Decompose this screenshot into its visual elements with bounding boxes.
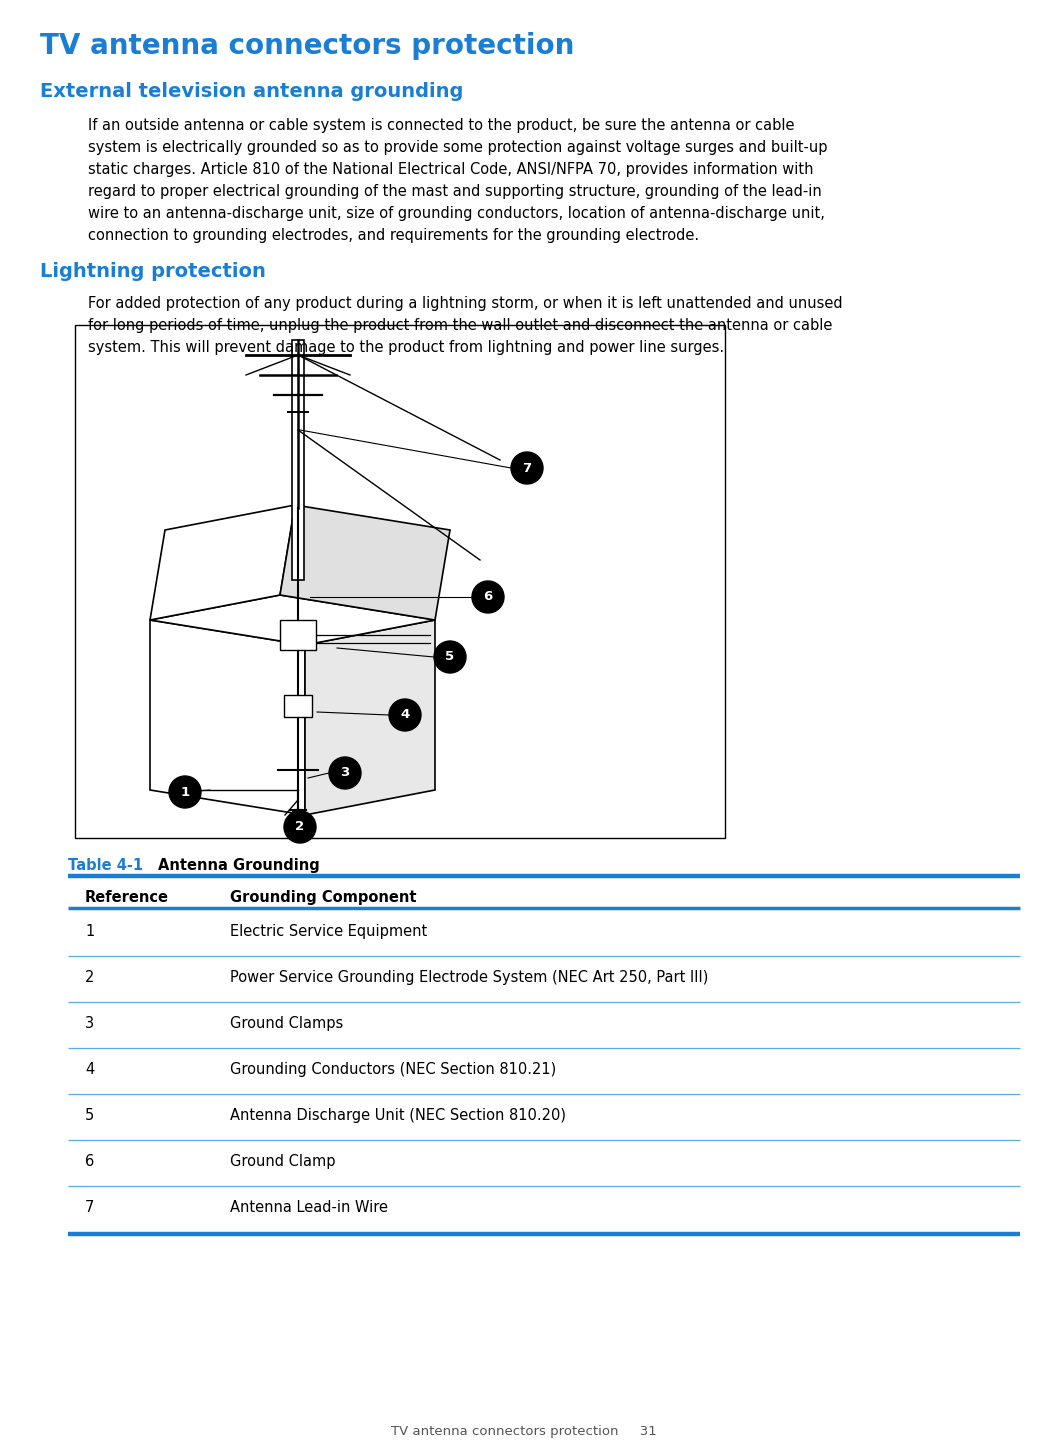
- Text: 3: 3: [341, 766, 350, 779]
- Text: Ground Clamps: Ground Clamps: [230, 1016, 344, 1030]
- Text: Reference: Reference: [85, 890, 169, 905]
- Text: TV antenna connectors protection     31: TV antenna connectors protection 31: [391, 1425, 657, 1438]
- Text: 3: 3: [85, 1016, 94, 1030]
- Text: 1: 1: [180, 786, 190, 799]
- Bar: [75, 325, 725, 838]
- Circle shape: [169, 776, 201, 808]
- Text: wire to an antenna-discharge unit, size of grounding conductors, location of ant: wire to an antenna-discharge unit, size …: [88, 207, 825, 221]
- Text: Electric Service Equipment: Electric Service Equipment: [230, 923, 428, 939]
- Polygon shape: [150, 504, 294, 620]
- Text: Antenna Grounding: Antenna Grounding: [158, 858, 320, 873]
- Text: connection to grounding electrodes, and requirements for the grounding electrode: connection to grounding electrodes, and …: [88, 228, 699, 243]
- Text: 6: 6: [483, 591, 493, 604]
- Text: Lightning protection: Lightning protection: [40, 262, 266, 280]
- Text: TV antenna connectors protection: TV antenna connectors protection: [40, 32, 574, 61]
- Text: 4: 4: [400, 708, 410, 721]
- Text: 2: 2: [85, 970, 94, 985]
- Text: 2: 2: [296, 821, 305, 834]
- Polygon shape: [284, 695, 312, 717]
- Polygon shape: [292, 340, 304, 579]
- Text: If an outside antenna or cable system is connected to the product, be sure the a: If an outside antenna or cable system is…: [88, 118, 794, 133]
- Polygon shape: [305, 620, 435, 815]
- Text: system. This will prevent damage to the product from lightning and power line su: system. This will prevent damage to the …: [88, 340, 724, 355]
- Text: static charges. Article 810 of the National Electrical Code, ANSI/NFPA 70, provi: static charges. Article 810 of the Natio…: [88, 162, 813, 176]
- Text: 5: 5: [445, 650, 455, 663]
- Text: For added protection of any product during a lightning storm, or when it is left: For added protection of any product duri…: [88, 296, 843, 311]
- Text: regard to proper electrical grounding of the mast and supporting structure, grou: regard to proper electrical grounding of…: [88, 184, 822, 199]
- Circle shape: [511, 452, 543, 484]
- Circle shape: [329, 757, 361, 789]
- Text: 7: 7: [523, 461, 531, 474]
- Text: Grounding Conductors (NEC Section 810.21): Grounding Conductors (NEC Section 810.21…: [230, 1062, 556, 1077]
- Text: Ground Clamp: Ground Clamp: [230, 1155, 335, 1169]
- Circle shape: [472, 581, 504, 613]
- Circle shape: [284, 811, 316, 842]
- Text: Table 4-1: Table 4-1: [68, 858, 144, 873]
- Text: system is electrically grounded so as to provide some protection against voltage: system is electrically grounded so as to…: [88, 140, 828, 155]
- Text: for long periods of time, unplug the product from the wall outlet and disconnect: for long periods of time, unplug the pro…: [88, 318, 832, 332]
- Text: Grounding Component: Grounding Component: [230, 890, 416, 905]
- Polygon shape: [280, 504, 450, 620]
- Polygon shape: [150, 595, 435, 644]
- Text: 6: 6: [85, 1155, 94, 1169]
- Polygon shape: [150, 620, 305, 815]
- Text: Power Service Grounding Electrode System (NEC Art 250, Part III): Power Service Grounding Electrode System…: [230, 970, 708, 985]
- Text: 1: 1: [85, 923, 94, 939]
- Polygon shape: [280, 620, 316, 650]
- Text: 4: 4: [85, 1062, 94, 1077]
- Circle shape: [389, 699, 421, 731]
- Circle shape: [434, 642, 466, 673]
- Text: Antenna Discharge Unit (NEC Section 810.20): Antenna Discharge Unit (NEC Section 810.…: [230, 1108, 566, 1123]
- Text: 7: 7: [85, 1199, 94, 1215]
- Text: External television antenna grounding: External television antenna grounding: [40, 82, 463, 101]
- Text: 5: 5: [85, 1108, 94, 1123]
- Text: Antenna Lead-in Wire: Antenna Lead-in Wire: [230, 1199, 388, 1215]
